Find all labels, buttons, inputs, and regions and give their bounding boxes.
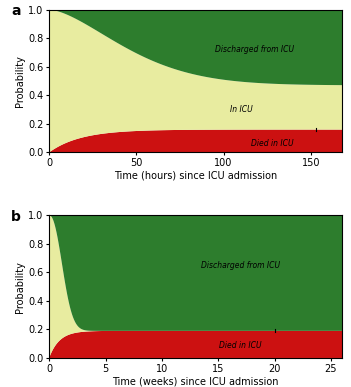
X-axis label: Time (weeks) since ICU admission: Time (weeks) since ICU admission	[112, 376, 279, 386]
X-axis label: Time (hours) since ICU admission: Time (hours) since ICU admission	[114, 171, 277, 181]
Text: Died in ICU: Died in ICU	[251, 139, 294, 148]
Y-axis label: Probability: Probability	[15, 261, 25, 313]
Text: Died in ICU: Died in ICU	[219, 341, 262, 349]
Text: In ICU: In ICU	[230, 105, 252, 114]
Text: b: b	[11, 209, 21, 224]
Text: Discharged from ICU: Discharged from ICU	[216, 45, 294, 54]
Y-axis label: Probability: Probability	[15, 55, 25, 107]
Text: Discharged from ICU: Discharged from ICU	[201, 261, 280, 270]
Text: a: a	[11, 4, 21, 18]
